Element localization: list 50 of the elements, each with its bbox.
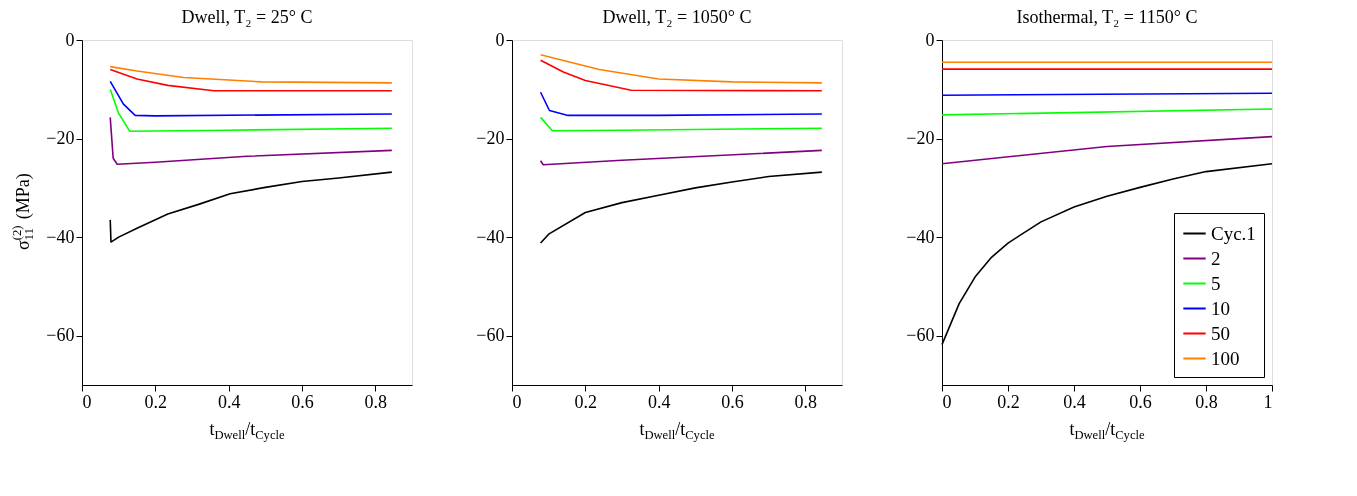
- x-tick-label: 0: [942, 391, 952, 412]
- line-series: [539, 171, 823, 244]
- line-series: [539, 116, 823, 132]
- y-tick-label: −20: [476, 128, 505, 149]
- y-tick-label: 0: [925, 29, 935, 50]
- chart-title: Isothermal, T₂ = 1150° C: [1016, 7, 1198, 27]
- x-tick-label: 0.8: [1195, 391, 1218, 412]
- line-series: [109, 116, 393, 165]
- x-tick-label: 0.6: [291, 391, 314, 412]
- x-tick-label: 0: [82, 391, 92, 412]
- x-tick-label: 0.4: [647, 391, 671, 412]
- line-series: [539, 91, 823, 117]
- y-tick-label: 0: [495, 29, 505, 50]
- y-tick-label: −60: [476, 325, 505, 346]
- legend-label: 2: [1211, 247, 1221, 269]
- x-tick-label: 0.6: [1129, 391, 1152, 412]
- x-tick-label: 0.8: [364, 391, 388, 412]
- y-tick-label: −20: [906, 128, 935, 149]
- x-tick-label: 0.2: [574, 391, 598, 412]
- x-tick-label: 0.2: [144, 391, 168, 412]
- line-series: [109, 65, 393, 84]
- line-series: [109, 68, 393, 92]
- legend-label: 10: [1211, 297, 1230, 319]
- chart-title: Dwell, T₂ = 1050° C: [602, 7, 752, 27]
- line-series: [539, 149, 823, 166]
- legend-label: 100: [1211, 347, 1240, 369]
- line-series: [539, 53, 823, 84]
- x-tick-label: 1: [1263, 391, 1273, 412]
- y-tick-label: 0: [65, 29, 75, 50]
- line-series: [109, 88, 393, 132]
- y-tick-label: −20: [46, 128, 75, 149]
- legend-label: 5: [1211, 272, 1221, 294]
- y-tick-label: −40: [46, 226, 75, 247]
- y-axis-title: σ(2)11 (MPa): [9, 173, 37, 251]
- x-tick-label: 0.4: [217, 391, 241, 412]
- x-tick-label: 0.8: [794, 391, 818, 412]
- line-series: [539, 59, 823, 92]
- legend-label: 50: [1211, 322, 1230, 344]
- y-tick-label: −40: [906, 226, 935, 247]
- x-tick-label: 0.2: [997, 391, 1020, 412]
- x-tick-label: 0.6: [721, 391, 744, 412]
- y-tick-label: −60: [46, 325, 75, 346]
- y-tick-label: −60: [906, 325, 935, 346]
- line-series: [109, 171, 393, 243]
- y-tick-label: −40: [476, 226, 505, 247]
- line-series: [109, 80, 393, 117]
- x-tick-label: 0.4: [1063, 391, 1086, 412]
- chart-title: Dwell, T₂ = 25° C: [181, 7, 313, 27]
- x-tick-label: 0: [512, 391, 522, 412]
- legend-label: Cyc.1: [1211, 222, 1256, 244]
